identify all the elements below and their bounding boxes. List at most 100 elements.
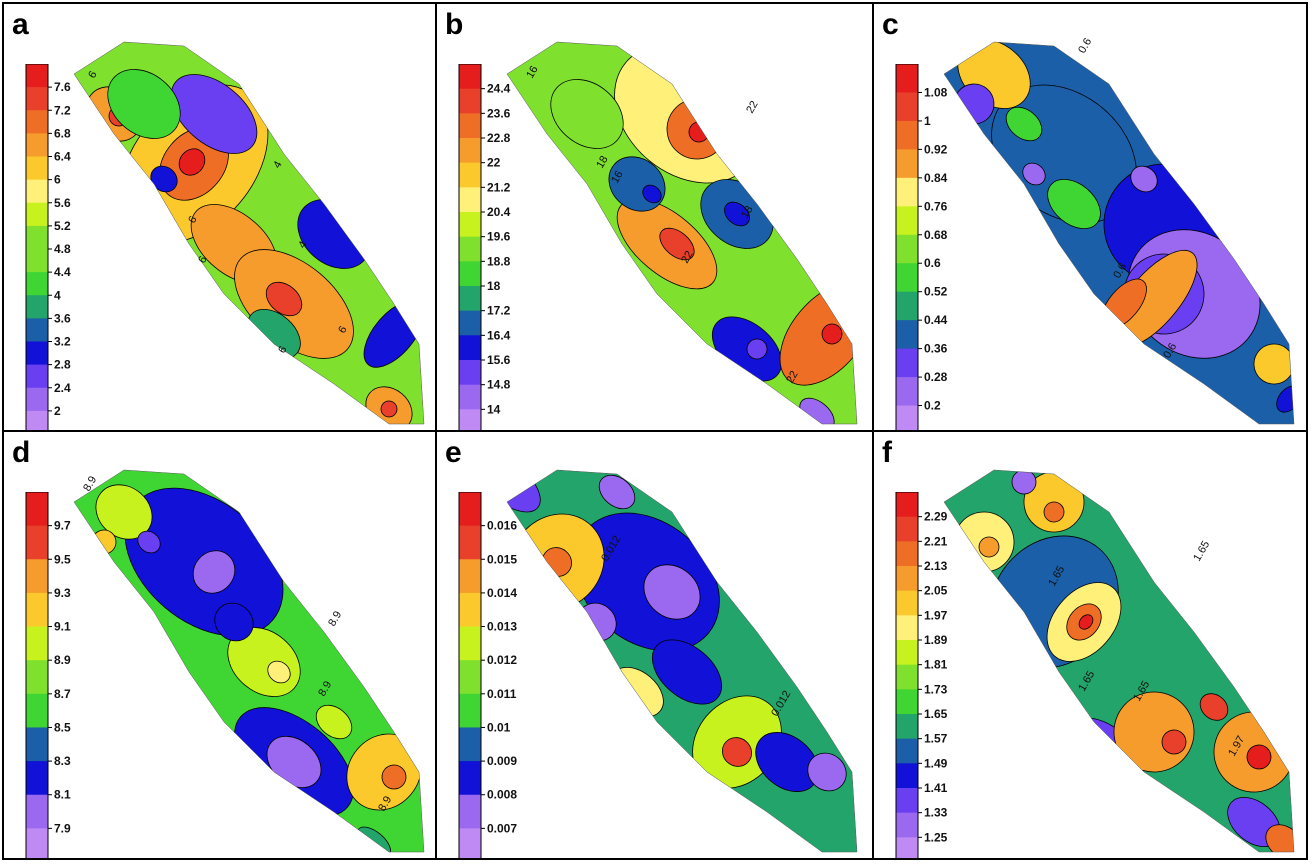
legend-swatch: [896, 689, 918, 715]
legend-swatch: [459, 64, 481, 90]
legend-tick-label: 8.7: [54, 687, 71, 701]
field-outline: [506, 469, 858, 853]
legend-tick-label: 23.6: [487, 106, 511, 120]
contour-label: 6: [86, 69, 99, 80]
legend-swatch: [896, 291, 918, 321]
legend-swatch: [26, 179, 48, 204]
panel-letter: a: [12, 8, 29, 41]
legend-tick-label: 0.012: [487, 653, 517, 667]
legend-swatch: [26, 133, 48, 157]
contour-zone: [550, 79, 624, 149]
contour-zone: [267, 660, 291, 684]
legend-swatch: [26, 295, 48, 319]
contour-label: 22: [679, 249, 696, 266]
legend-swatch: [26, 525, 48, 560]
contour-zone: [659, 227, 695, 261]
contour-label: 1.65: [1191, 539, 1212, 564]
color-legend-b: 24.4 23.6 22.8 22 21.2 20.4 19.6 18.8 18 17.2 16.4…: [458, 64, 511, 430]
contour-map-a: 6 6 4 4 6 6 6: [73, 41, 425, 425]
contour-zone: [1043, 501, 1065, 523]
legend-swatch: [896, 615, 918, 641]
legend-swatch: [26, 693, 48, 728]
legend-swatch: [896, 763, 918, 789]
legend-tick-label: 19.6: [487, 230, 511, 244]
legend-tick-label: 2.13: [924, 559, 948, 573]
contour-zone: [1276, 385, 1294, 413]
legend-swatch: [896, 492, 918, 518]
contour-zone: [107, 69, 181, 139]
contour-map-f: 1.651.651.65 1.651.97: [943, 469, 1295, 853]
legend-tick-label: 0.92: [924, 142, 948, 156]
legend-swatch: [459, 525, 481, 560]
legend-swatch: [26, 761, 48, 796]
legend-swatch: [459, 212, 481, 238]
panel-letter: e: [445, 436, 462, 469]
legend-swatch: [26, 156, 48, 181]
legend-swatch: [896, 640, 918, 666]
legend-swatch: [459, 409, 481, 430]
legend-swatch: [26, 110, 48, 134]
legend-tick-label: 2.29: [924, 510, 948, 524]
legend-swatch: [896, 541, 918, 567]
legend-tick-label: 21.2: [487, 180, 511, 194]
legend-tick-label: 9.5: [54, 552, 71, 566]
map-panel-e: 0.012 0.012 0.016 0.015 0.014 0.013 0.012 0.011…: [437, 432, 872, 858]
legend-swatch: [459, 310, 481, 336]
legend-swatch: [896, 234, 918, 264]
legend-tick-label: 4.4: [54, 265, 71, 279]
contour-zone: [170, 74, 258, 154]
contour-zone: [598, 474, 636, 510]
legend-tick-label: 1.73: [924, 682, 948, 696]
legend-swatch: [26, 794, 48, 829]
legend-tick-label: 15.6: [487, 353, 511, 367]
legend-swatch: [896, 149, 918, 179]
legend-tick-label: 9.7: [54, 519, 71, 533]
legend-tick-label: 1.25: [924, 830, 948, 844]
legend-tick-label: 5.2: [54, 219, 71, 233]
legend-swatch: [896, 92, 918, 122]
contour-zone: [192, 550, 236, 594]
contour-zone: [746, 338, 768, 360]
legend-tick-label: 6.8: [54, 126, 71, 140]
contour-label: 18: [594, 154, 611, 171]
map-panel-b: 16 22 18 18 16 22 22 24.4 23.6 22.8 22 21.2 20.4 19.6…: [437, 4, 872, 430]
contour-zone: [1253, 343, 1294, 385]
contour-zone: [1005, 106, 1043, 142]
legend-tick-label: 0.52: [924, 285, 948, 299]
legend-tick-label: 8.5: [54, 720, 71, 734]
legend-swatch: [459, 727, 481, 762]
legend-swatch: [896, 812, 918, 838]
legend-swatch: [26, 559, 48, 594]
legend-tick-label: 2.4: [54, 381, 71, 395]
legend-tick-label: 7.6: [54, 80, 71, 94]
legend-swatch: [459, 236, 481, 262]
color-legend-d: 9.7 9.5 9.3 9.1 8.9 8.7 8.5 8.3 8.1 7.9: [25, 492, 71, 858]
legend-swatch: [26, 828, 48, 858]
legend-tick-label: 3.2: [54, 335, 71, 349]
contour-zone: [642, 184, 662, 204]
map-panel-c: 0.6 0.6 0.6 1.08 1 0.92 0.84 0.76 0.68 0.6 0.52 0.4…: [874, 4, 1306, 430]
legend-tick-label: 2.8: [54, 358, 71, 372]
legend-tick-label: 1: [924, 114, 931, 128]
legend-tick-label: 20.4: [487, 205, 511, 219]
legend-swatch: [459, 335, 481, 361]
legend-tick-label: 4.8: [54, 242, 71, 256]
field-outline: [506, 41, 858, 425]
legend-tick-label: 16.4: [487, 328, 511, 342]
legend-tick-label: 0.013: [487, 620, 517, 634]
legend-tick-label: 0.009: [487, 754, 517, 768]
contour-label: 16: [524, 64, 541, 81]
contour-zone: [1246, 744, 1272, 770]
legend-tick-label: 7.9: [54, 821, 71, 835]
map-panel-a: 6 6 4 4 6 6 6 7.6 7.2 6.8 6.4 6 5.6 5.2 4.8 4.4 4 3.6 3.2 2…: [4, 4, 435, 430]
legend-swatch: [896, 405, 918, 430]
legend-swatch: [896, 377, 918, 407]
legend-tick-label: 1.65: [924, 707, 948, 721]
contour-zone: [978, 536, 1000, 558]
legend-swatch: [26, 364, 48, 389]
legend-tick-label: 24.4: [487, 82, 511, 96]
contour-zone: [265, 281, 303, 317]
legend-swatch: [896, 177, 918, 207]
contour-zone: [821, 323, 843, 345]
legend-swatch: [459, 138, 481, 164]
